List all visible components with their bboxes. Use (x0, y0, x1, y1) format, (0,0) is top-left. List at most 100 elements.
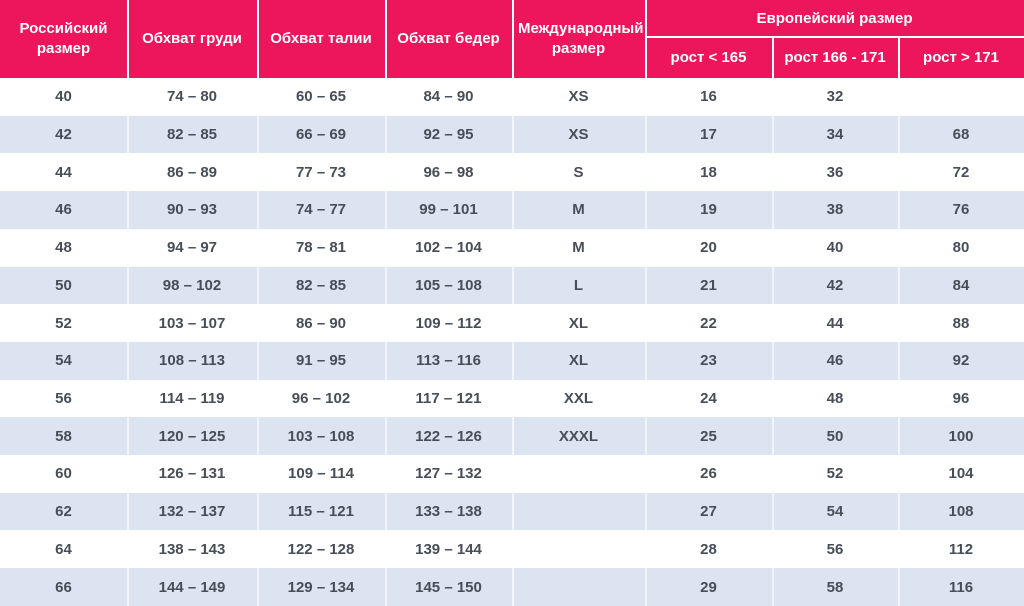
table-cell: 76 (898, 191, 1024, 229)
table-cell: L (512, 266, 645, 305)
table-cell: 96 – 98 (385, 153, 512, 192)
table-cell: 96 – 102 (257, 379, 385, 418)
table-cell: 84 – 90 (385, 78, 512, 116)
table-cell: XS (512, 78, 645, 116)
table-cell (512, 492, 645, 531)
header-row-top: Российский размер Обхват груди Обхват та… (0, 0, 1024, 78)
table-cell: 20 (645, 228, 772, 267)
table-cell (898, 78, 1024, 116)
table-cell: 112 (898, 530, 1024, 569)
table-cell: 82 – 85 (257, 266, 385, 305)
table-cell: 58 (772, 568, 898, 606)
table-cell: 66 – 69 (257, 115, 385, 154)
table-cell: 18 (645, 153, 772, 192)
table-header: Российский размер Обхват груди Обхват та… (0, 0, 1024, 78)
table-cell: 120 – 125 (127, 417, 257, 456)
table-cell: 32 (772, 78, 898, 116)
table-cell: 60 – 65 (257, 78, 385, 116)
table-cell: 109 – 112 (385, 304, 512, 342)
table-cell: 90 – 93 (127, 191, 257, 229)
table-cell: M (512, 228, 645, 267)
table-cell: 36 (772, 153, 898, 192)
table-row: 64 138 – 143 122 – 128 139 – 144 28 56 112 (0, 530, 1024, 569)
table-cell: 92 – 95 (385, 115, 512, 154)
table-cell: 80 (898, 228, 1024, 267)
header-height-lt-165: рост < 165 (645, 38, 772, 78)
table-cell: 86 – 89 (127, 153, 257, 192)
table-cell: 40 (0, 78, 127, 116)
table-cell: 22 (645, 304, 772, 342)
table-cell: 139 – 144 (385, 530, 512, 569)
table-cell: 66 (0, 568, 127, 606)
table-cell: 52 (0, 304, 127, 342)
table-cell: 108 – 113 (127, 341, 257, 380)
table-cell: XXXL (512, 417, 645, 456)
table-cell: 58 (0, 417, 127, 456)
table-cell (512, 530, 645, 569)
table-cell: 77 – 73 (257, 153, 385, 192)
table-cell: 38 (772, 191, 898, 229)
table-cell: 64 (0, 530, 127, 569)
table-cell: 52 (772, 455, 898, 493)
table-cell: 144 – 149 (127, 568, 257, 606)
table-cell: 44 (0, 153, 127, 192)
table-cell: 117 – 121 (385, 379, 512, 418)
table-cell: 68 (898, 115, 1024, 154)
table-cell: 29 (645, 568, 772, 606)
table-cell: 42 (772, 266, 898, 305)
table-cell: 113 – 116 (385, 341, 512, 380)
table-cell: 92 (898, 341, 1024, 380)
table-cell: 74 – 77 (257, 191, 385, 229)
table-cell: 94 – 97 (127, 228, 257, 267)
table-cell: XL (512, 341, 645, 380)
header-hips: Обхват бедер (385, 0, 512, 78)
table-cell: 74 – 80 (127, 78, 257, 116)
table-cell: 25 (645, 417, 772, 456)
table-cell: 145 – 150 (385, 568, 512, 606)
table-row: 62 132 – 137 115 – 121 133 – 138 27 54 108 (0, 492, 1024, 531)
table-cell: 50 (772, 417, 898, 456)
header-chest: Обхват груди (127, 0, 257, 78)
table-cell: 46 (0, 191, 127, 229)
table-cell: 100 (898, 417, 1024, 456)
header-height-gt-171: рост > 171 (898, 38, 1024, 78)
table-row: 48 94 – 97 78 – 81 102 – 104 M 20 40 80 (0, 228, 1024, 267)
table-cell: 103 – 108 (257, 417, 385, 456)
table-row: 58 120 – 125 103 – 108 122 – 126 XXXL 25 50 100 (0, 417, 1024, 456)
table-cell: 62 (0, 492, 127, 531)
table-row: 60 126 – 131 109 – 114 127 – 132 26 52 104 (0, 455, 1024, 493)
table-cell: 86 – 90 (257, 304, 385, 342)
table-row: 56 114 – 119 96 – 102 117 – 121 XXL 24 48 96 (0, 379, 1024, 418)
table-cell: 26 (645, 455, 772, 493)
table-cell: 103 – 107 (127, 304, 257, 342)
table-cell: 19 (645, 191, 772, 229)
table-cell: 44 (772, 304, 898, 342)
table-cell: XXL (512, 379, 645, 418)
header-russian-size: Российский размер (0, 0, 127, 78)
table-cell: 48 (0, 228, 127, 267)
table-cell: 48 (772, 379, 898, 418)
table-cell: XL (512, 304, 645, 342)
header-row-sub: рост < 165 рост 166 - 171 рост > 171 (0, 38, 1024, 78)
table-cell: 96 (898, 379, 1024, 418)
table-cell: 46 (772, 341, 898, 380)
table-cell: 116 (898, 568, 1024, 606)
table-cell: 50 (0, 266, 127, 305)
table-cell: 133 – 138 (385, 492, 512, 531)
header-waist: Обхват талии (257, 0, 385, 78)
table-cell: M (512, 191, 645, 229)
table-cell: 54 (0, 341, 127, 380)
table-cell: 114 – 119 (127, 379, 257, 418)
table-row: 42 82 – 85 66 – 69 92 – 95 XS 17 34 68 (0, 115, 1024, 154)
table-cell: 104 (898, 455, 1024, 493)
table-cell: 105 – 108 (385, 266, 512, 305)
table-cell: 42 (0, 115, 127, 154)
table-row: 44 86 – 89 77 – 73 96 – 98 S 18 36 72 (0, 153, 1024, 192)
table-cell: 122 – 126 (385, 417, 512, 456)
table-cell: 56 (0, 379, 127, 418)
table-cell: 132 – 137 (127, 492, 257, 531)
table-cell: 115 – 121 (257, 492, 385, 531)
table-cell: 99 – 101 (385, 191, 512, 229)
table-cell: 82 – 85 (127, 115, 257, 154)
table-cell: 54 (772, 492, 898, 531)
